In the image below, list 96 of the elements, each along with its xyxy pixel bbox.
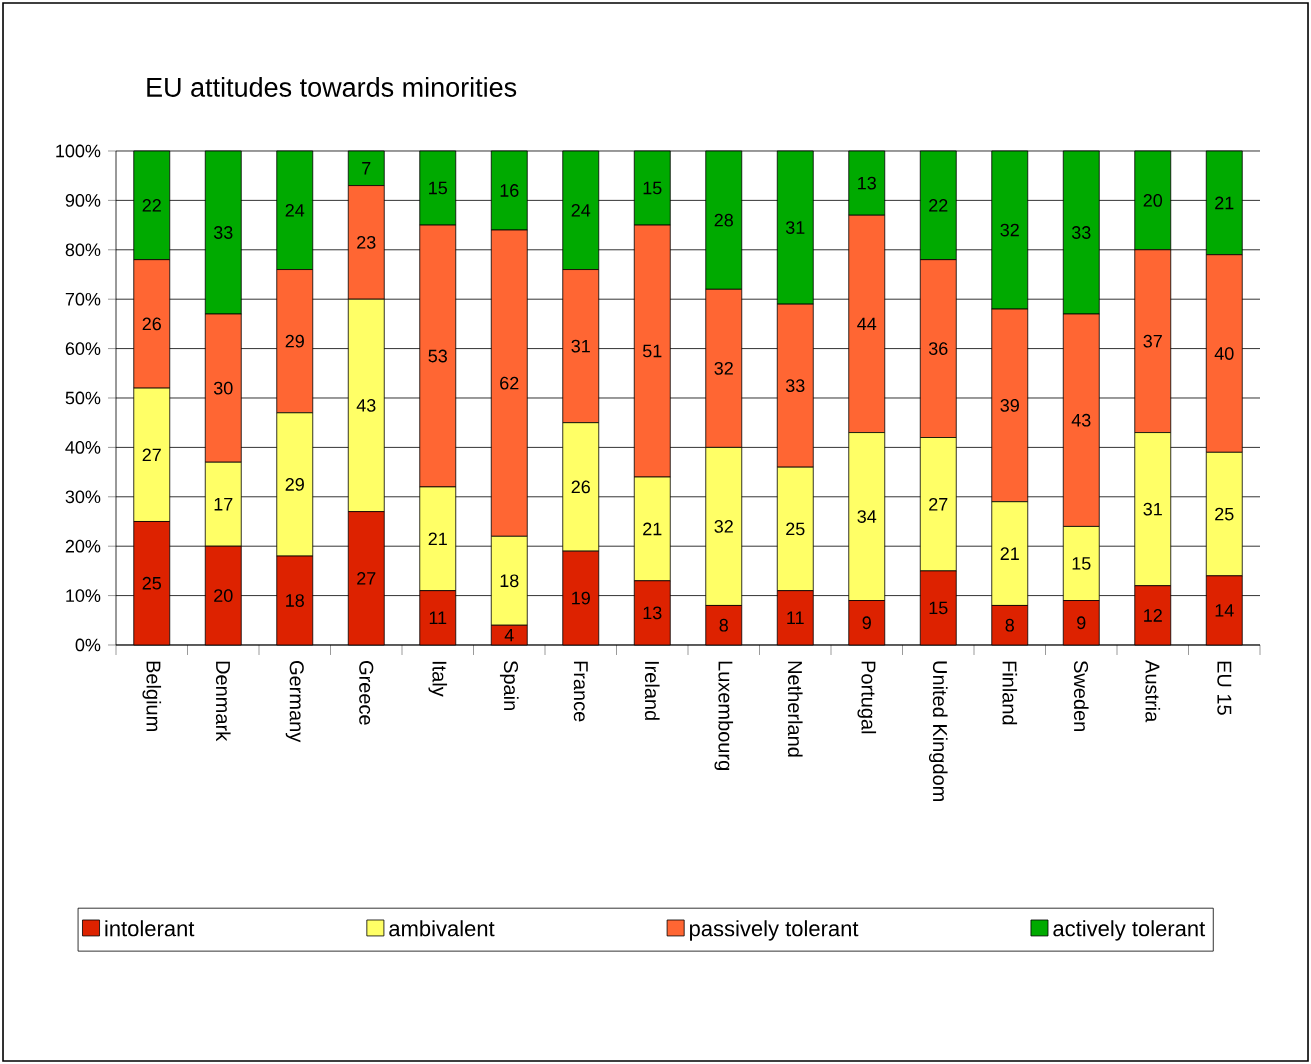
data-label: 40 <box>1214 347 1234 360</box>
data-label: 24 <box>571 203 591 217</box>
data-label: 27 <box>929 497 948 511</box>
data-label: 43 <box>356 399 376 412</box>
data-label: 15 <box>429 181 448 195</box>
data-label: 21 <box>1215 196 1234 210</box>
y-tick-label: 0% <box>75 638 101 652</box>
data-label: 20 <box>214 589 233 602</box>
x-tick-label: EU 15 <box>1217 661 1232 715</box>
data-label: 28 <box>714 213 733 227</box>
data-label: 37 <box>1143 334 1162 348</box>
data-label: 34 <box>857 510 877 523</box>
data-label: 18 <box>286 594 304 607</box>
data-label: 39 <box>1000 399 1019 412</box>
data-label: 12 <box>1144 609 1162 622</box>
x-tick-label: Sweden <box>1073 660 1089 732</box>
data-label: 7 <box>362 162 371 175</box>
data-label: 53 <box>428 349 447 363</box>
data-label: 29 <box>285 334 304 348</box>
x-tick-label: Luxembourg <box>714 661 734 770</box>
data-label: 25 <box>786 522 805 536</box>
data-label: 21 <box>643 522 662 536</box>
x-tick-label: Belgium <box>142 661 162 731</box>
data-label: 32 <box>714 520 733 533</box>
y-tick-label: 70% <box>65 292 101 306</box>
legend-label: ambivalent <box>389 920 495 937</box>
data-label: 16 <box>500 184 519 197</box>
y-tick-label: 90% <box>65 194 101 207</box>
x-tick-label: Greece <box>359 661 374 725</box>
chart-title: EU attitudes towards minorities <box>147 77 517 97</box>
data-label: 21 <box>1000 547 1019 560</box>
data-label: 51 <box>642 344 662 358</box>
y-tick-label: 40% <box>65 441 101 454</box>
y-tick-label: 100% <box>56 144 101 158</box>
data-label: 14 <box>1215 604 1234 617</box>
data-label: 33 <box>213 226 233 239</box>
data-label: 32 <box>714 361 733 375</box>
data-label: 11 <box>429 611 447 625</box>
data-label: 15 <box>643 181 662 195</box>
x-tick-label: Netherland <box>787 661 803 757</box>
data-label: 4 <box>504 628 514 642</box>
data-label: 15 <box>1072 557 1091 570</box>
data-label: 17 <box>214 498 233 511</box>
data-label: 33 <box>1071 226 1091 239</box>
data-label: 24 <box>285 203 305 217</box>
data-label: 22 <box>142 199 161 212</box>
x-tick-label: Finland <box>1002 661 1018 725</box>
data-label: 43 <box>1071 413 1091 427</box>
data-label: 27 <box>142 448 161 462</box>
data-label: 22 <box>929 199 948 212</box>
data-label: 8 <box>1005 618 1014 632</box>
data-label: 13 <box>643 606 662 620</box>
data-label: 36 <box>928 342 948 355</box>
x-tick-label: Denmark <box>215 661 231 742</box>
data-label: 15 <box>929 601 948 615</box>
x-tick-label: Ireland <box>644 661 660 720</box>
legend-label: intolerant <box>105 920 195 937</box>
data-label: 18 <box>500 574 519 588</box>
x-tick-label: Spain <box>499 660 519 710</box>
y-tick-label: 80% <box>65 243 101 257</box>
x-tick-label: Portugal <box>857 661 877 734</box>
data-label: 62 <box>500 376 519 390</box>
x-tick-label: United Kingdom <box>928 661 948 801</box>
data-label: 32 <box>1000 223 1019 237</box>
y-tick-label: 50% <box>65 391 101 405</box>
data-label: 44 <box>857 317 877 331</box>
data-label: 27 <box>357 572 376 585</box>
data-label: 26 <box>571 480 590 494</box>
data-label: 20 <box>1143 194 1163 207</box>
data-label: 9 <box>1077 616 1086 630</box>
data-label: 31 <box>571 339 590 353</box>
legend-label: actively tolerant <box>1053 920 1206 941</box>
data-label: 26 <box>142 317 161 331</box>
data-label: 23 <box>357 235 376 249</box>
x-tick-label: Austria <box>1145 660 1161 723</box>
data-label: 13 <box>858 176 876 190</box>
y-tick-label: 30% <box>65 490 101 504</box>
data-label: 9 <box>862 616 871 630</box>
legend-label: passively tolerant <box>689 920 859 941</box>
data-label: 8 <box>719 618 728 632</box>
data-label: 25 <box>142 576 162 590</box>
data-label: 31 <box>785 221 805 234</box>
x-tick-label: France <box>573 661 588 722</box>
data-label: 29 <box>285 478 304 491</box>
x-tick-label: Italy <box>428 661 448 697</box>
data-label: 33 <box>785 379 805 393</box>
data-label: 25 <box>1215 507 1234 521</box>
data-label: 19 <box>572 591 590 605</box>
data-label: 21 <box>428 532 447 546</box>
x-tick-label: Germany <box>285 661 304 743</box>
y-tick-label: 20% <box>65 539 101 553</box>
data-label: 30 <box>213 381 233 395</box>
y-tick-label: 60% <box>65 342 101 355</box>
y-tick-label: 10% <box>66 589 101 602</box>
data-label: 31 <box>1143 502 1162 516</box>
data-label: 11 <box>787 611 804 625</box>
